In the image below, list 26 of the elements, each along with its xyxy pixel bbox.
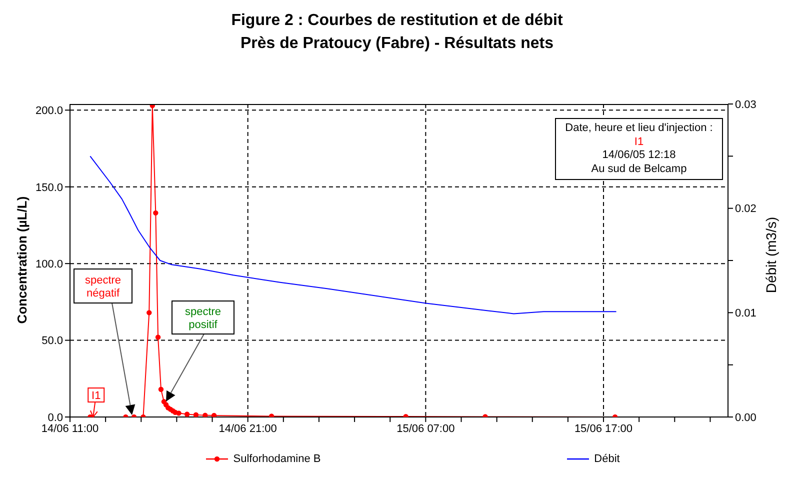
x-tick-label: 14/06 11:00: [41, 422, 99, 435]
y2-tick-label: 0.01: [735, 308, 756, 320]
y2-tick-label: 0.00: [735, 412, 756, 424]
y2-axis-title: Débit (m3/s): [763, 216, 779, 294]
legend-label: Sulforhodamine B: [233, 453, 321, 465]
annotation: I1: [633, 136, 645, 149]
legend-label: Débit: [594, 453, 620, 465]
chart-title: Figure 2 : Courbes de restitution et de débit: [230, 11, 564, 30]
chart-subtitle: Près de Pratoucy (Fabre) - Résultats nets: [240, 34, 554, 53]
x-tick-label: 14/06 21:00: [218, 422, 277, 435]
y-tick-label: 150.0: [35, 182, 63, 194]
annotation: 14/06/05 12:18: [601, 149, 677, 162]
x-tick-label: 15/06 17:00: [574, 422, 633, 435]
y-tick-label: 50.0: [42, 335, 63, 348]
annotation: Au sud de Belcamp: [590, 162, 688, 176]
y-tick-label: 100.0: [35, 258, 63, 270]
y-tick-label: 0.0: [48, 412, 63, 424]
annotation: Date, heure et lieu d'injection :: [564, 122, 714, 136]
y-tick-label: 200.0: [35, 105, 63, 118]
y2-tick-label: 0.03: [735, 98, 756, 111]
annotation: I1: [92, 390, 101, 402]
y2-tick-label: 0.02: [735, 203, 756, 216]
y-axis-title: Concentration (µL/L): [14, 196, 30, 324]
x-tick-label: 15/06 07:00: [396, 422, 455, 435]
annotation: spectre négatif: [84, 274, 122, 300]
annotation: spectre positif: [184, 306, 222, 331]
